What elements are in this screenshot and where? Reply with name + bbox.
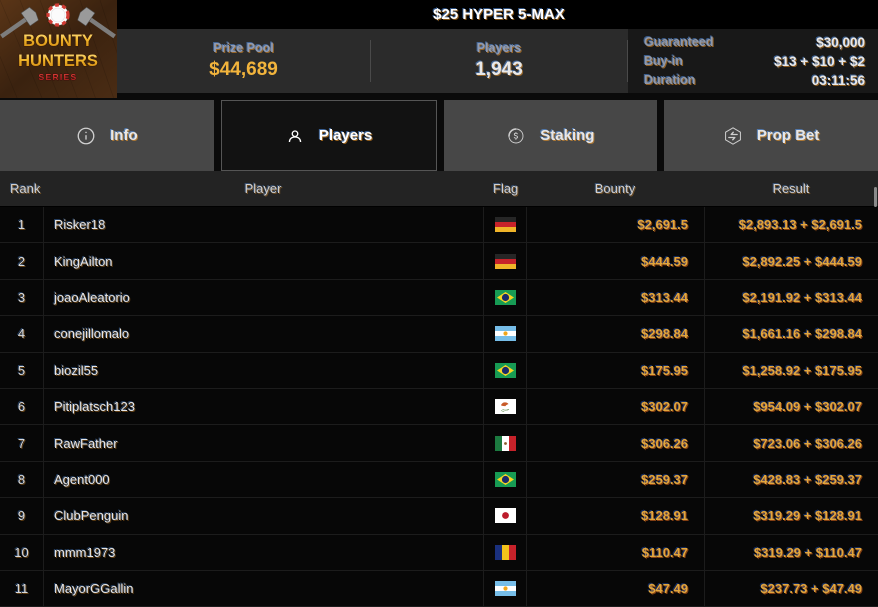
svg-text:BOUNTY: BOUNTY (23, 32, 93, 50)
svg-text:SERIES: SERIES (39, 72, 78, 82)
svg-text:HUNTERS: HUNTERS (18, 52, 98, 70)
